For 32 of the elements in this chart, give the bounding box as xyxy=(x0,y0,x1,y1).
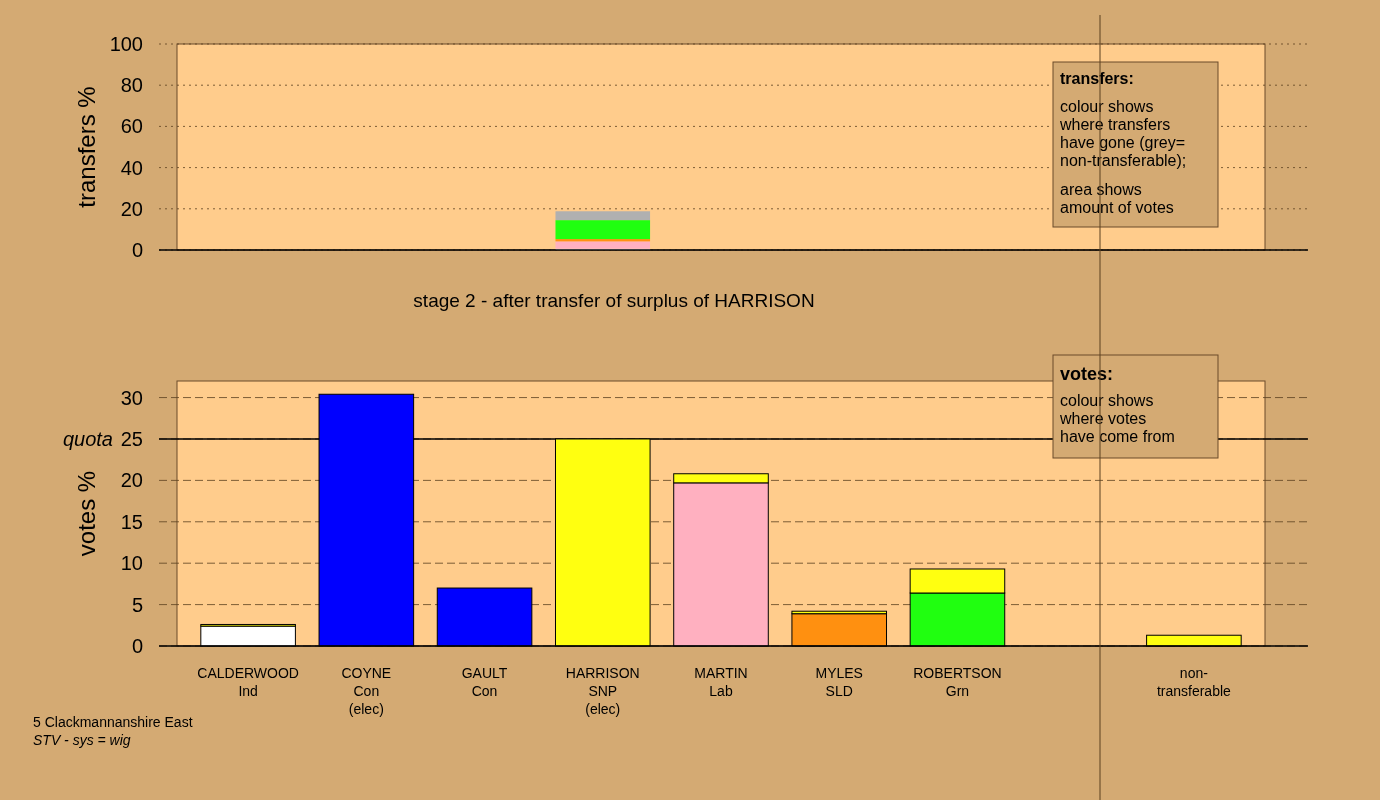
annotation: votes: xyxy=(1060,364,1114,384)
y-tick-label: 30 xyxy=(120,386,143,409)
y-tick-label: 20 xyxy=(120,469,143,492)
text: 5 Clackmannanshire East xyxy=(33,714,193,730)
x-tick-label: ROBERTSON Grn xyxy=(913,665,1002,699)
y-tick-label: 5 xyxy=(131,593,143,616)
y-tick-label: 25 xyxy=(120,427,143,450)
y-tick-label: 10 xyxy=(120,552,143,575)
y-tick-label: 20 xyxy=(120,197,143,220)
annotation: transfers: xyxy=(1060,70,1134,87)
x-tick-label: HARRISON SNP (elec) xyxy=(565,665,640,717)
text: STV - sys = wig xyxy=(33,732,131,748)
y-tick-label: 0 xyxy=(131,239,143,261)
annotation: colour shows where transfers have gone (grey= non-transferable); xyxy=(1059,98,1187,169)
y-axis-title: transfers % xyxy=(73,86,100,208)
x-axis-title: stage 2 - after transfer of surplus of HARRISON xyxy=(413,290,815,311)
y-tick-label: 40 xyxy=(120,156,143,179)
y-tick-label: 15 xyxy=(120,510,143,533)
x-tick-label: non- transferable xyxy=(1156,665,1232,699)
y-axis-title: votes % xyxy=(73,470,100,557)
x-tick-label: COYNE Con (elec) xyxy=(341,665,392,717)
y-tick-label: 100 xyxy=(109,33,143,55)
x-tick-label: MARTIN Lab xyxy=(694,665,748,699)
y-tick-label: 60 xyxy=(120,115,143,138)
annotation: colour shows where votes have come from xyxy=(1059,392,1175,445)
y-tick-label: 80 xyxy=(120,74,143,97)
ref-line-label: quota xyxy=(62,427,113,450)
x-tick-label: MYLES SLD xyxy=(815,665,863,699)
annotation: area shows amount of votes xyxy=(1060,181,1174,216)
x-tick-label: CALDERWOOD Ind xyxy=(197,665,299,699)
y-tick-label: 0 xyxy=(131,635,143,657)
x-tick-label: GAULT Con xyxy=(461,665,508,699)
